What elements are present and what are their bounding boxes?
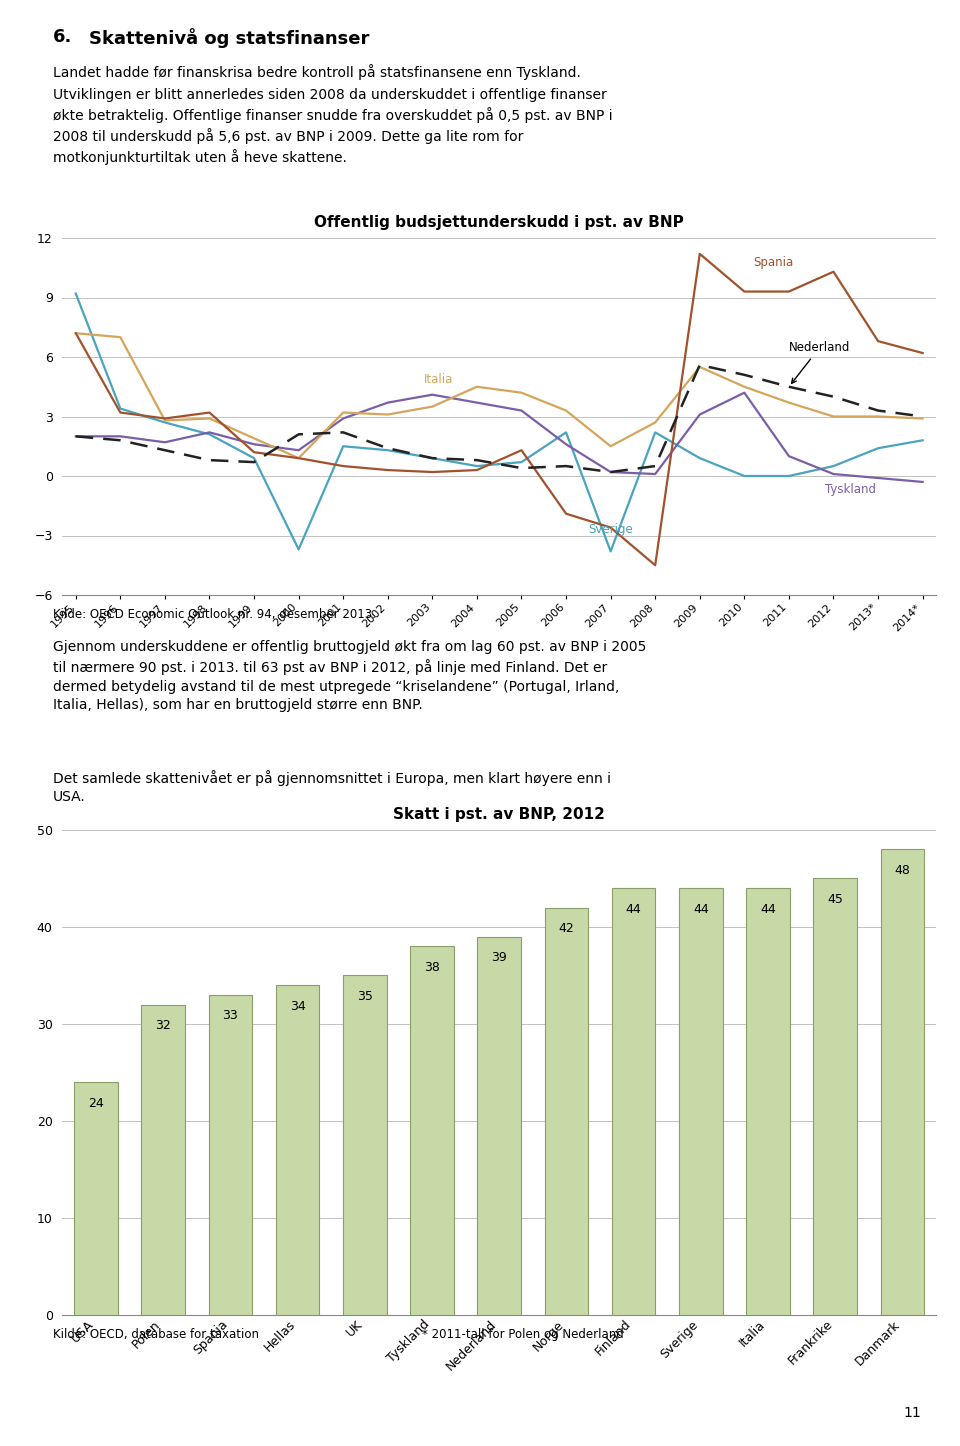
Text: 11: 11 bbox=[904, 1406, 922, 1420]
Text: 6.: 6. bbox=[53, 27, 72, 46]
Text: * 2011-tall for Polen og Nederland: * 2011-tall for Polen og Nederland bbox=[422, 1327, 624, 1340]
Bar bbox=[880, 849, 924, 1314]
Text: 24: 24 bbox=[88, 1096, 104, 1109]
Text: Nederland: Nederland bbox=[789, 341, 851, 383]
Bar bbox=[141, 1005, 185, 1314]
Bar bbox=[410, 946, 454, 1314]
Text: Spania: Spania bbox=[754, 256, 794, 269]
Bar bbox=[74, 1082, 118, 1314]
Text: 32: 32 bbox=[156, 1019, 171, 1032]
Text: 38: 38 bbox=[424, 962, 440, 975]
Text: Sverige: Sverige bbox=[588, 522, 633, 535]
Bar bbox=[746, 888, 790, 1314]
Text: Kilde: OECD, database for taxation: Kilde: OECD, database for taxation bbox=[53, 1327, 259, 1340]
Text: 42: 42 bbox=[559, 923, 574, 936]
Bar bbox=[679, 888, 723, 1314]
Bar bbox=[276, 985, 320, 1314]
Text: 44: 44 bbox=[626, 902, 641, 915]
Bar bbox=[208, 995, 252, 1314]
Bar bbox=[477, 937, 521, 1314]
Text: Utviklingen er blitt annerledes siden 2008 da underskuddet i offentlige finanser: Utviklingen er blitt annerledes siden 20… bbox=[53, 88, 612, 165]
Bar bbox=[544, 908, 588, 1314]
Text: Italia: Italia bbox=[423, 373, 453, 386]
Title: Skatt i pst. av BNP, 2012: Skatt i pst. av BNP, 2012 bbox=[394, 807, 605, 821]
Text: Kilde: OECD Economic Outlook nr. 94, desember 2013.: Kilde: OECD Economic Outlook nr. 94, des… bbox=[53, 607, 375, 620]
Text: 39: 39 bbox=[492, 951, 507, 964]
Bar bbox=[612, 888, 656, 1314]
Title: Offentlig budsjettunderskudd i pst. av BNP: Offentlig budsjettunderskudd i pst. av B… bbox=[314, 215, 684, 230]
Bar bbox=[813, 879, 857, 1314]
Text: 45: 45 bbox=[828, 894, 843, 907]
Text: Gjennom underskuddene er offentlig bruttogjeld økt fra om lag 60 pst. av BNP i 2: Gjennom underskuddene er offentlig brutt… bbox=[53, 641, 646, 711]
Text: Skattenivå og statsfinanser: Skattenivå og statsfinanser bbox=[89, 27, 370, 48]
Text: 35: 35 bbox=[357, 991, 372, 1004]
Text: 34: 34 bbox=[290, 999, 305, 1012]
Text: 48: 48 bbox=[895, 863, 910, 876]
Bar bbox=[343, 976, 387, 1314]
Text: Det samlede skattenivået er på gjennomsnittet i Europa, men klart høyere enn i
U: Det samlede skattenivået er på gjennomsn… bbox=[53, 771, 611, 804]
Text: 44: 44 bbox=[760, 902, 776, 915]
Text: Landet hadde før finanskrisa bedre kontroll på statsfinansene enn Tyskland.: Landet hadde før finanskrisa bedre kontr… bbox=[53, 64, 581, 80]
Text: 33: 33 bbox=[223, 1009, 238, 1022]
Text: Tyskland: Tyskland bbox=[825, 483, 876, 496]
Text: 44: 44 bbox=[693, 902, 708, 915]
